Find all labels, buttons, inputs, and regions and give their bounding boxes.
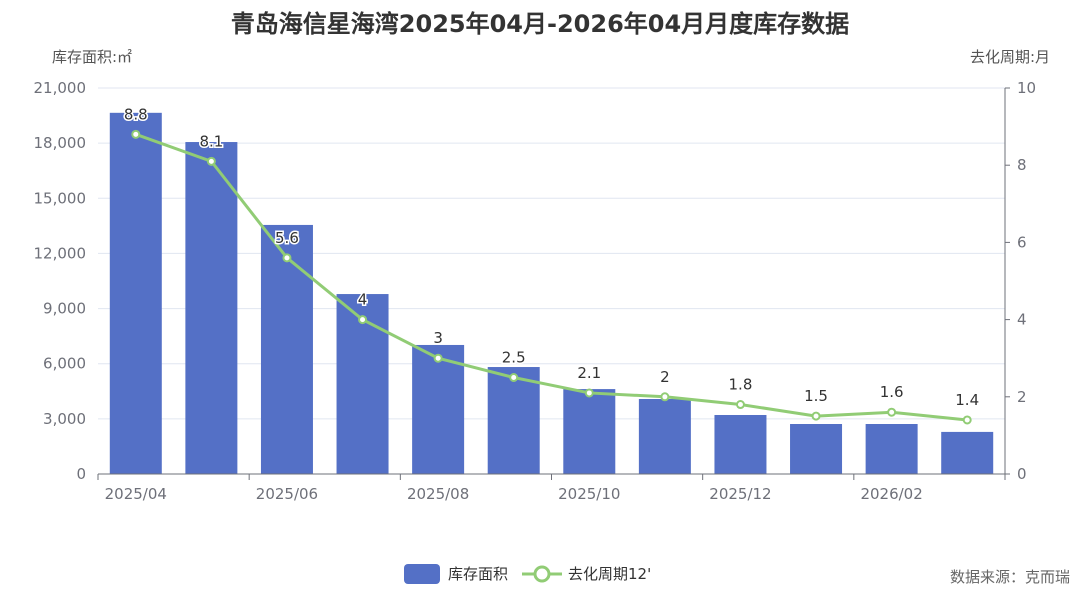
line-data-label: 3	[433, 329, 443, 347]
bar	[185, 142, 238, 475]
bar	[941, 431, 994, 474]
bar	[790, 424, 843, 474]
y-left-tick-label: 15,000	[34, 189, 87, 207]
line-point	[584, 388, 594, 398]
line-data-label: 1.5	[804, 387, 828, 405]
legend-line-swatch[interactable]	[522, 564, 563, 584]
chart-title: 青岛海信星海湾2025年04月-2026年04月月度库存数据	[230, 10, 850, 38]
y-left-tick-label: 3,000	[43, 410, 86, 428]
line-data-label: 2	[660, 368, 670, 386]
line-data-label: 4	[358, 291, 368, 309]
x-tick-label: 2025/10	[558, 485, 620, 503]
y-left-tick-label: 6,000	[43, 355, 86, 373]
x-tick-label: 2025/12	[709, 485, 771, 503]
y-left-axis-title: 库存面积:㎡	[52, 48, 132, 66]
bar	[109, 112, 162, 475]
line-data-label: 1.8	[729, 376, 753, 394]
line-data-label: 1.4	[955, 391, 979, 409]
line-point	[358, 315, 368, 325]
line-point	[206, 156, 216, 166]
y-right-tick-label: 2	[1017, 388, 1027, 406]
y-left-tick-label: 12,000	[34, 244, 87, 262]
line-point	[509, 373, 519, 382]
line-data-label: 2.5	[502, 349, 526, 367]
x-tick-label: 2025/04	[105, 485, 167, 503]
line-data-label: 8.8	[124, 105, 148, 123]
line-data-label: 8.1	[199, 132, 223, 150]
legend-bar-label[interactable]: 库存面积	[448, 565, 509, 583]
legend: 库存面积 去化周期12'	[404, 563, 651, 584]
y-left-tick-label: 21,000	[34, 79, 87, 97]
line-point	[962, 415, 972, 425]
y-left-tick-label: 18,000	[34, 134, 87, 152]
line-data-label: 1.6	[880, 383, 904, 401]
bar	[714, 414, 767, 474]
y-right-axis-title: 去化周期:月	[970, 48, 1050, 66]
bar	[563, 389, 616, 474]
line-point	[660, 392, 670, 402]
line-point	[433, 353, 443, 363]
line-point	[811, 411, 821, 421]
x-tick-label: 2025/08	[407, 485, 469, 503]
line-point	[131, 129, 141, 139]
legend-line-label[interactable]: 去化周期12'	[568, 565, 652, 583]
data-source: 数据来源：克而瑞	[949, 568, 1070, 586]
x-tick-label: 2026/02	[860, 485, 922, 503]
y-left-tick-label: 0	[76, 465, 86, 483]
y-right-tick-label: 8	[1017, 156, 1027, 174]
y-left-tick-label: 9,000	[43, 300, 86, 318]
line-data-label: 2.1	[577, 364, 601, 382]
line-point	[282, 253, 292, 263]
bar	[412, 344, 465, 474]
line-data-label: 5.6	[275, 229, 299, 247]
line-series	[135, 132, 968, 422]
y-right-tick-label: 4	[1017, 311, 1027, 329]
line-point	[735, 400, 745, 410]
bar	[260, 224, 313, 474]
x-tick-label: 2025/06	[256, 485, 318, 503]
y-right-tick-label: 0	[1017, 465, 1027, 483]
bar	[865, 424, 918, 474]
y-right-tick-label: 10	[1017, 79, 1036, 97]
line-point	[887, 407, 897, 417]
bar	[638, 399, 691, 474]
legend-bar-swatch[interactable]	[404, 563, 440, 584]
bar	[487, 367, 540, 474]
y-right-tick-label: 6	[1017, 233, 1027, 251]
